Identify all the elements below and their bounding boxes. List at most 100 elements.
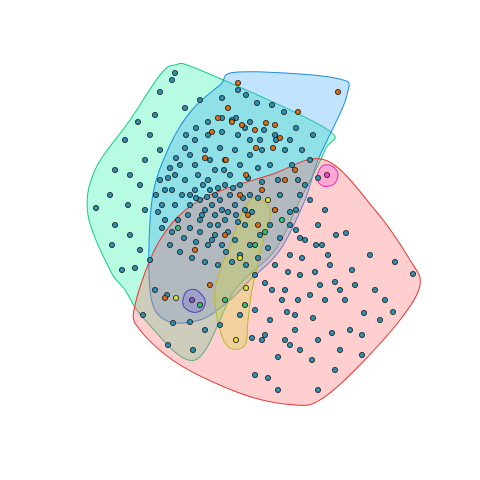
point-teal-dense-cluster-12	[194, 171, 201, 178]
point-teal-dense-cluster-61	[214, 184, 221, 191]
point-teal-sparse-82	[331, 278, 338, 285]
point-teal-sparse-60	[283, 308, 290, 315]
point-teal-dense-cluster-57	[158, 201, 165, 208]
point-teal-sparse-21	[119, 266, 126, 273]
point-yellow-3	[242, 284, 249, 291]
point-teal-sparse-13	[125, 201, 132, 208]
point-orange-11	[269, 144, 276, 151]
point-teal-dense-cluster-95	[158, 224, 165, 231]
point-orange-7	[208, 128, 215, 135]
point-teal-dense-cluster-106	[286, 221, 293, 228]
point-teal-dense-cluster-101	[228, 258, 235, 265]
point-teal-sparse-111	[256, 136, 263, 143]
point-teal-dense-cluster-88	[191, 136, 198, 143]
point-teal-sparse-108	[218, 95, 225, 102]
point-teal-sparse-45	[281, 286, 288, 293]
point-orange-0	[234, 80, 241, 87]
point-orange-25	[201, 154, 208, 161]
point-teal-sparse-70	[358, 351, 365, 358]
point-teal-sparse-22	[131, 264, 138, 271]
point-teal-dense-cluster-39	[176, 161, 183, 168]
point-teal-dense-cluster-110	[288, 161, 295, 168]
point-yellow-1	[172, 294, 179, 301]
point-teal-sparse-102	[292, 125, 299, 132]
point-teal-dense-cluster-48	[248, 208, 255, 215]
point-teal-dense-cluster-118	[192, 125, 199, 132]
point-teal-sparse-65	[296, 346, 303, 353]
point-green-6	[278, 216, 285, 223]
point-teal-dense-cluster-5	[226, 191, 233, 198]
point-teal-sparse-39	[321, 206, 328, 213]
point-teal-dense-cluster-98	[188, 254, 195, 261]
point-teal-sparse-75	[258, 336, 265, 343]
point-teal-sparse-105	[253, 100, 260, 107]
point-teal-sparse-63	[261, 331, 268, 338]
point-teal-dense-cluster-2	[201, 206, 208, 213]
point-teal-sparse-50	[348, 266, 355, 273]
point-layer	[93, 70, 416, 393]
point-teal-sparse-6	[122, 136, 129, 143]
point-teal-dense-cluster-54	[180, 234, 187, 241]
point-orange-1	[334, 89, 341, 96]
hull-red	[132, 158, 421, 406]
point-teal-dense-cluster-43	[231, 146, 238, 153]
point-teal-dense-cluster-51	[218, 241, 225, 248]
point-teal-dense-cluster-71	[220, 166, 227, 173]
point-orange-14	[236, 191, 243, 198]
point-teal-sparse-93	[316, 281, 323, 288]
point-teal-dense-cluster-34	[186, 224, 193, 231]
point-teal-dense-cluster-7	[191, 186, 198, 193]
point-teal-sparse-80	[314, 386, 321, 393]
point-teal-dense-cluster-36	[171, 201, 178, 208]
point-teal-dense-cluster-8	[186, 201, 193, 208]
point-orange-5	[262, 120, 269, 127]
point-teal-sparse-98	[286, 208, 293, 215]
point-teal-dense-cluster-113	[260, 127, 267, 134]
point-teal-sparse-97	[292, 226, 299, 233]
point-teal-dense-cluster-69	[186, 191, 193, 198]
point-teal-sparse-27	[189, 346, 196, 353]
point-orange-4	[238, 122, 245, 129]
point-teal-sparse-116	[156, 89, 163, 96]
point-teal-sparse-26	[169, 319, 176, 326]
point-teal-dense-cluster-80	[276, 191, 283, 198]
point-teal-sparse-28	[164, 341, 171, 348]
point-teal-sparse-25	[139, 311, 146, 318]
point-teal-dense-cluster-0	[211, 191, 218, 198]
point-teal-sparse-43	[342, 229, 349, 236]
point-teal-dense-cluster-32	[211, 231, 218, 238]
point-teal-dense-cluster-102	[242, 261, 249, 268]
point-teal-dense-cluster-11	[204, 176, 211, 183]
point-teal-sparse-88	[298, 254, 305, 261]
point-teal-sparse-62	[251, 306, 258, 313]
point-teal-dense-cluster-30	[234, 218, 241, 225]
point-teal-sparse-92	[294, 296, 301, 303]
point-teal-sparse-53	[409, 270, 416, 277]
point-teal-dense-cluster-86	[218, 128, 225, 135]
point-teal-sparse-69	[376, 316, 383, 323]
point-teal-dense-cluster-23	[191, 161, 198, 168]
point-teal-sparse-33	[251, 271, 258, 278]
point-teal-dense-cluster-15	[236, 181, 243, 188]
point-orange-17	[191, 246, 198, 253]
point-teal-sparse-37	[301, 236, 308, 243]
point-teal-sparse-61	[266, 316, 273, 323]
point-teal-dense-cluster-85	[234, 131, 241, 138]
point-teal-sparse-55	[389, 308, 396, 315]
point-teal-sparse-10	[112, 166, 119, 173]
point-orange-23	[271, 206, 278, 213]
point-teal-dense-cluster-55	[168, 228, 175, 235]
point-teal-sparse-40	[306, 196, 313, 203]
point-teal-dense-cluster-19	[196, 216, 203, 223]
point-teal-sparse-100	[314, 174, 321, 181]
point-teal-dense-cluster-99	[201, 258, 208, 265]
point-teal-sparse-5	[146, 131, 153, 138]
point-purple-0	[188, 296, 195, 303]
point-teal-dense-cluster-64	[203, 193, 210, 200]
point-teal-dense-cluster-13	[211, 166, 218, 173]
point-teal-dense-cluster-46	[258, 178, 265, 185]
point-teal-dense-cluster-114	[246, 119, 253, 126]
point-teal-sparse-41	[318, 241, 325, 248]
point-teal-sparse-74	[274, 353, 281, 360]
point-teal-dense-cluster-103	[254, 254, 261, 261]
